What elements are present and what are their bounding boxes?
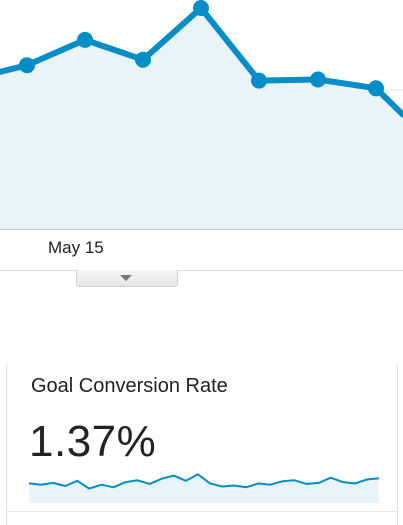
metric-title: Goal Conversion Rate (31, 375, 228, 397)
metric-value: 1.37% (29, 417, 157, 466)
chart-point[interactable] (77, 31, 93, 48)
chart-bottom-divider (0, 270, 403, 271)
chart-area-fill (0, 8, 403, 230)
chart-point[interactable] (135, 51, 151, 68)
chevron-down-icon (120, 275, 132, 281)
card-divider (7, 511, 397, 512)
x-axis-line (0, 229, 403, 230)
sessions-line-chart (0, 0, 403, 230)
chart-point[interactable] (368, 80, 384, 97)
x-axis-tick-label: May 15 (48, 238, 104, 257)
sparkline-line (29, 473, 379, 490)
toggle-chart-button[interactable] (76, 270, 178, 287)
chart-point[interactable] (251, 72, 267, 89)
metric-card-goal-conversion-rate[interactable]: Goal Conversion Rate 1.37% (6, 365, 398, 525)
metric-sparkline (29, 473, 379, 503)
chart-point[interactable] (19, 57, 35, 74)
chart-points (19, 0, 384, 97)
chart-point[interactable] (193, 0, 209, 16)
chart-point[interactable] (310, 71, 326, 88)
